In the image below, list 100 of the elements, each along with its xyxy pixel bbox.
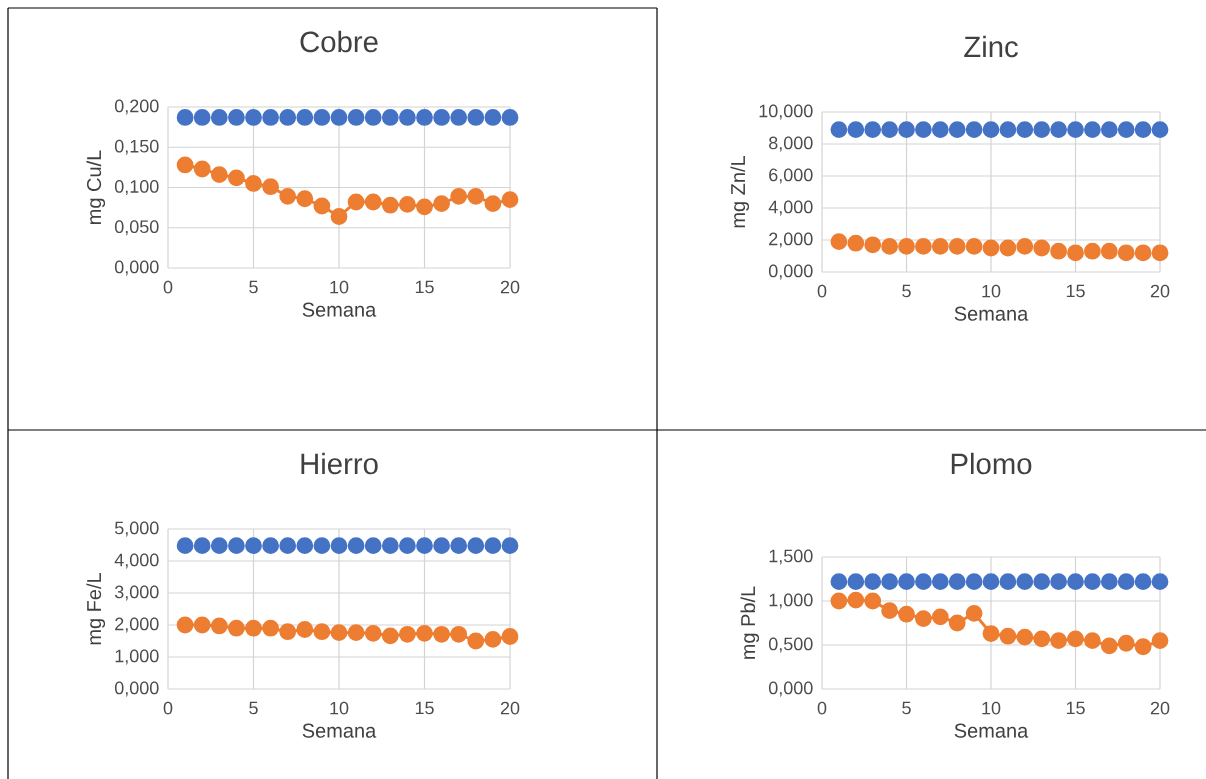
point — [210, 617, 228, 635]
y-tick-label: 1,000 — [115, 649, 159, 665]
point — [501, 628, 519, 645]
y-tick-label: 0,000 — [768, 264, 813, 280]
point — [1117, 244, 1135, 262]
point — [313, 623, 331, 641]
point — [847, 234, 865, 252]
point — [1134, 638, 1152, 656]
x-tick-label: 5 — [249, 280, 258, 294]
point — [982, 625, 1000, 642]
point — [999, 121, 1017, 138]
point — [965, 121, 983, 138]
point — [1100, 573, 1118, 591]
point — [381, 627, 399, 645]
point — [1134, 573, 1152, 591]
x-tick-label: 10 — [982, 284, 1001, 298]
point — [501, 191, 519, 208]
point — [965, 604, 983, 622]
point — [830, 573, 848, 591]
x-tick-label: 20 — [500, 280, 520, 294]
point — [279, 623, 297, 641]
x-tick-label: 5 — [902, 284, 911, 298]
point — [847, 121, 865, 138]
point — [193, 616, 211, 634]
point — [484, 109, 502, 126]
y-tick-label: 0,000 — [114, 681, 159, 697]
y-tick-label: 6,000 — [769, 168, 813, 184]
point — [501, 109, 519, 126]
x-tick-label: 10 — [330, 280, 349, 294]
y-axis-title: mg Zn/L — [730, 156, 750, 228]
point — [399, 196, 416, 213]
chart-title: Zinc — [964, 35, 1018, 58]
point — [915, 237, 932, 255]
x-tick-label: 5 — [902, 701, 911, 715]
point — [830, 233, 848, 250]
point — [416, 624, 433, 642]
point — [881, 121, 899, 138]
point — [898, 573, 915, 591]
y-tick-label: 0,200 — [114, 99, 159, 115]
point — [416, 537, 433, 555]
point — [364, 624, 382, 642]
y-tick-label: 0,000 — [114, 260, 159, 276]
point — [245, 619, 262, 637]
y-tick-label: 0,100 — [114, 180, 159, 195]
point — [1134, 121, 1152, 138]
point — [262, 619, 280, 637]
x-tick-label: 15 — [415, 280, 434, 294]
point — [999, 239, 1017, 257]
point — [416, 198, 433, 216]
point — [262, 537, 280, 555]
chart-title: Cobre — [300, 30, 378, 53]
x-tick-label: 20 — [1150, 284, 1170, 298]
point — [1151, 121, 1169, 138]
point — [1016, 237, 1034, 255]
point — [948, 237, 966, 255]
point — [982, 573, 1000, 591]
x-tick-label: 10 — [982, 701, 1001, 715]
point — [898, 237, 915, 255]
point — [1117, 121, 1135, 138]
point — [1050, 573, 1068, 591]
point — [296, 621, 314, 638]
point — [999, 573, 1017, 591]
point — [881, 573, 899, 591]
point — [262, 109, 280, 126]
point — [467, 632, 485, 650]
point — [399, 537, 416, 555]
point — [313, 537, 331, 555]
y-tick-label: 0,000 — [768, 681, 813, 697]
point — [1050, 242, 1068, 260]
point — [296, 190, 314, 208]
point — [210, 166, 228, 184]
point — [347, 193, 365, 211]
point — [1151, 632, 1169, 649]
point — [847, 591, 865, 609]
point — [1033, 630, 1051, 648]
point — [176, 537, 194, 555]
point — [915, 121, 932, 138]
point — [1084, 242, 1101, 260]
point — [347, 537, 365, 555]
point — [399, 109, 416, 126]
point — [965, 237, 983, 255]
y-tick-label: 0,500 — [768, 637, 813, 653]
point — [1084, 632, 1101, 649]
x-axis-title: Semana — [954, 723, 1029, 738]
x-tick-label: 20 — [1150, 701, 1170, 715]
x-tick-label: 10 — [330, 701, 349, 715]
point — [1134, 244, 1152, 262]
point — [830, 121, 848, 138]
point — [450, 109, 468, 126]
y-tick-label: 0,150 — [114, 139, 159, 155]
chart-title: Plomo — [951, 452, 1032, 475]
point — [830, 592, 848, 610]
point — [313, 197, 331, 215]
point — [1084, 573, 1101, 591]
point — [1100, 121, 1118, 138]
point — [864, 573, 882, 591]
point — [948, 573, 966, 591]
x-axis-title: Semana — [954, 306, 1029, 321]
y-tick-label: 0,050 — [114, 220, 159, 236]
point — [1117, 634, 1135, 652]
